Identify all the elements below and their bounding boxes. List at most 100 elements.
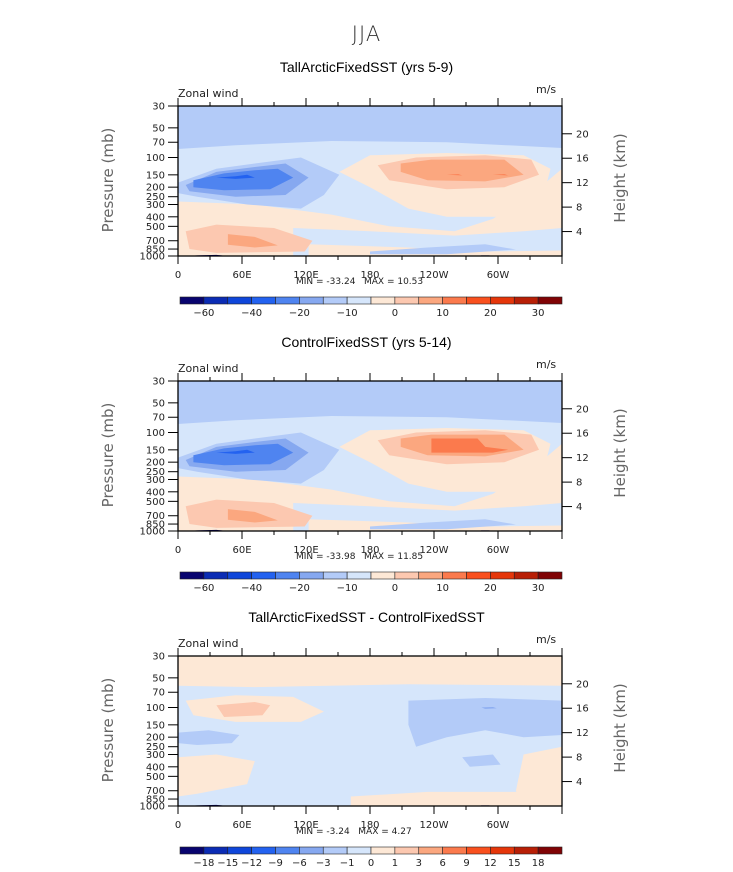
- contour-fills: [178, 381, 562, 531]
- contour-region-pos1b: [515, 746, 562, 806]
- colorbar-swatch: [513, 296, 539, 305]
- y-tick-label: 70: [152, 138, 165, 149]
- x-tick-label: 60W: [487, 820, 510, 831]
- y-tick-label: 100: [146, 153, 165, 164]
- colorbar-label: 10: [436, 583, 449, 594]
- figure-title: JJA: [351, 22, 382, 46]
- y-tick-label: 850: [146, 520, 165, 531]
- x-tick-label: 180: [360, 545, 379, 556]
- colorbar-swatch: [346, 571, 372, 580]
- y-tick-label: 100: [146, 703, 165, 714]
- y-tick-label: 500: [146, 222, 165, 233]
- colorbar-label: −10: [337, 583, 358, 594]
- y-tick-label: 700: [146, 511, 165, 522]
- y-tick-label: 500: [146, 772, 165, 783]
- colorbar-swatch: [299, 846, 324, 855]
- colorbar-swatch: [537, 846, 563, 855]
- contour-region-upper-pos: [178, 656, 562, 688]
- colorbar-swatch: [537, 296, 563, 305]
- y-tick-label: 400: [146, 762, 165, 773]
- variable-label: Zonal wind: [178, 87, 239, 100]
- contour-region-lower-neg10: [370, 519, 516, 530]
- colorbar-swatch: [418, 846, 443, 855]
- colorbar-label: 30: [532, 583, 545, 594]
- colorbar-label: −18: [193, 858, 214, 869]
- colorbar-swatch: [203, 296, 229, 305]
- x-tick-label: 0: [175, 270, 181, 281]
- contour-region-neg30: [216, 174, 255, 179]
- colorbar-swatch: [299, 296, 324, 305]
- colorbar-swatch: [275, 296, 300, 305]
- colorbar-swatch: [442, 846, 467, 855]
- colorbar-swatch: [275, 846, 300, 855]
- x-tick-label: 120E: [293, 545, 318, 556]
- y-tick-label: 400: [146, 487, 165, 498]
- colorbar-swatch: [466, 571, 491, 580]
- y-tick-label: 150: [146, 720, 165, 731]
- contour-region-lower-pos10: [227, 509, 278, 523]
- colorbar-label: 0: [368, 858, 374, 869]
- y-tick-label: 50: [152, 123, 165, 134]
- colorbar-swatch: [466, 846, 491, 855]
- y-tick-label: 30: [152, 102, 165, 113]
- colorbar-label: 9: [463, 858, 469, 869]
- y-tick-label: 150: [146, 445, 165, 456]
- colorbar-swatch: [370, 571, 396, 580]
- colorbar-swatch: [179, 571, 205, 580]
- y-tick-label-right: 12: [576, 178, 589, 189]
- contour-region-pos1c: [178, 754, 255, 797]
- y-tick-label: 1000: [140, 527, 165, 538]
- min-max-label: MIN = -33.98 MAX = 11.85: [296, 552, 424, 562]
- y-tick-label: 700: [146, 236, 165, 247]
- colorbar-swatch: [466, 296, 491, 305]
- colorbar-label: 1: [392, 858, 398, 869]
- colorbar-label: −60: [193, 583, 214, 594]
- colorbar-swatch: [322, 296, 348, 305]
- y-tick-label: 150: [146, 170, 165, 181]
- colorbar-label: −40: [241, 308, 262, 319]
- colorbar-swatch: [227, 296, 252, 305]
- contour-plot: 0 60E 120E 180 120W 60W3050701001502002503004…: [140, 648, 589, 869]
- y-tick-label-right: 8: [576, 753, 582, 764]
- y-tick-label: 70: [152, 688, 165, 699]
- colorbar-swatch: [227, 846, 252, 855]
- x-tick-label: 60E: [232, 270, 251, 281]
- y-tick-label: 50: [152, 398, 165, 409]
- x-tick-label: 60E: [232, 545, 251, 556]
- colorbar-swatch: [442, 296, 467, 305]
- x-tick-label: 0: [175, 545, 181, 556]
- min-max-label: MIN = -33.24 MAX = 10.53: [296, 277, 424, 287]
- colorbar-swatch: [490, 846, 515, 855]
- y-tick-label: 500: [146, 497, 165, 508]
- contour-region-upper-easterly: [178, 106, 562, 149]
- colorbar-swatch: [251, 571, 276, 580]
- y-tick-label: 300: [146, 200, 165, 211]
- y-tick-label: 1000: [140, 252, 165, 263]
- y-tick-label-right: 4: [576, 777, 582, 788]
- contour-region-lower-pos10: [227, 234, 278, 248]
- contour-region-lower-neg10: [370, 244, 516, 255]
- colorbar-swatch: [203, 571, 229, 580]
- colorbar-label: 20: [484, 583, 497, 594]
- y-tick-label-right: 12: [576, 453, 589, 464]
- y-tick-label-right: 16: [576, 154, 589, 165]
- contour-fills: [178, 106, 562, 256]
- y-tick-label-right: 4: [576, 502, 582, 513]
- y-tick-label-right: 4: [576, 227, 582, 238]
- colorbar-swatch: [513, 846, 539, 855]
- y-tick-label-right: 20: [576, 404, 589, 415]
- y-tick-label: 850: [146, 795, 165, 806]
- colorbar-label: 20: [484, 308, 497, 319]
- contour-region-pos15: [431, 438, 509, 453]
- y-tick-label-right: 8: [576, 478, 582, 489]
- colorbar-label: 0: [392, 308, 398, 319]
- y-tick-label: 50: [152, 673, 165, 684]
- colorbar-label: −15: [217, 858, 238, 869]
- colorbar-label: −6: [292, 858, 307, 869]
- y-tick-label-right: 12: [576, 728, 589, 739]
- y-tick-label-right: 8: [576, 203, 582, 214]
- colorbar-swatch: [394, 571, 420, 580]
- colorbar-swatch: [322, 846, 348, 855]
- x-tick-label: 60E: [232, 820, 251, 831]
- x-tick-label: 0: [175, 820, 181, 831]
